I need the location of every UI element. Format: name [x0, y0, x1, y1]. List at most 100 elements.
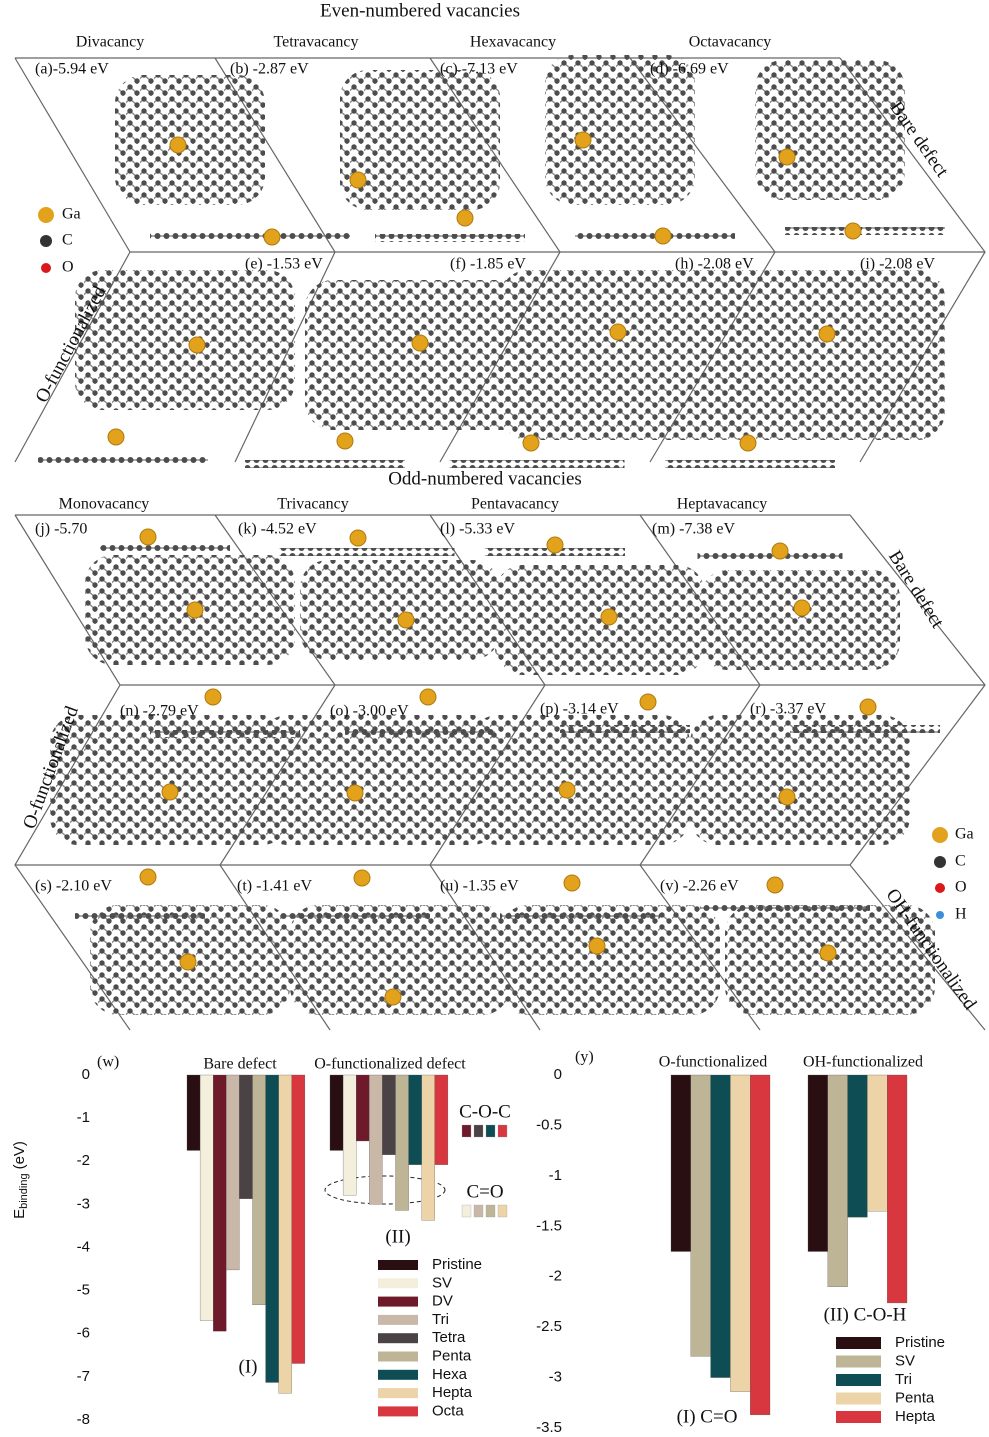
y-tick-label: -1 — [549, 1167, 562, 1184]
side-view — [245, 460, 405, 468]
top-view — [715, 270, 945, 440]
panel-label: (s) -2.10 eV — [35, 878, 112, 895]
bar — [710, 1074, 731, 1378]
y-tick-label: -1.5 — [536, 1217, 562, 1234]
panel-label: (l) -5.33 eV — [440, 521, 516, 538]
ga-atom — [186, 601, 204, 619]
side-view — [697, 551, 843, 559]
y-axis-label-unit: (eV) — [11, 1141, 28, 1169]
panel-label: (p) -3.14 eV — [540, 701, 619, 718]
column-header: Heptavacancy — [677, 496, 768, 513]
legend-swatch — [378, 1278, 418, 1289]
ga-atom — [778, 788, 796, 806]
group-label: (I) C=O — [677, 1406, 738, 1427]
bar — [356, 1074, 370, 1142]
legend-label: Hexa — [432, 1366, 468, 1383]
column-header: Trivacancy — [277, 496, 348, 513]
ga-atom — [397, 611, 415, 629]
bar — [421, 1074, 435, 1221]
side-view — [279, 548, 455, 556]
top-view — [305, 280, 535, 430]
bar — [252, 1074, 266, 1306]
y-tick-label: -2.5 — [536, 1318, 562, 1335]
bar — [382, 1074, 396, 1155]
ga-atom — [522, 434, 540, 452]
bar — [239, 1074, 253, 1199]
column-header: Pentavacancy — [471, 496, 559, 513]
legend-swatch — [836, 1374, 881, 1386]
key-swatch — [497, 1124, 508, 1138]
bar — [342, 1074, 357, 1196]
legend-label: SV — [432, 1274, 452, 1291]
legend-swatch — [378, 1314, 418, 1325]
legend-label: Octa — [432, 1402, 464, 1419]
ga-atom — [563, 874, 581, 892]
legend-swatch — [836, 1392, 881, 1405]
bar — [265, 1074, 279, 1383]
y-tick-label: 0 — [82, 1066, 90, 1083]
column-header: Divacancy — [76, 34, 144, 51]
bar — [199, 1074, 214, 1321]
y-tick-label: -4 — [77, 1238, 90, 1255]
bar — [369, 1074, 383, 1205]
y-tick-label: -8 — [77, 1411, 90, 1428]
ga-atom — [346, 784, 364, 802]
panel-label: (d) -6.69 eV — [650, 61, 729, 78]
y-tick-label: -3.5 — [536, 1419, 562, 1436]
ga-atom — [139, 528, 157, 546]
legend-label: SV — [895, 1352, 915, 1369]
ga-atom — [179, 953, 197, 971]
top-view — [495, 565, 705, 675]
key-swatch — [461, 1204, 472, 1218]
bar — [827, 1074, 848, 1287]
panel-label: (r) -3.37 eV — [750, 701, 826, 718]
top-view — [755, 60, 905, 200]
panel-label: (n) -2.79 eV — [120, 703, 199, 720]
side-view — [75, 913, 205, 921]
ga-atom — [263, 228, 281, 246]
top-view — [690, 715, 910, 845]
legend-swatch — [378, 1388, 418, 1399]
y-tick-label: -2 — [549, 1268, 562, 1285]
y-axis-label: Ebinding (eV) — [11, 1141, 30, 1219]
top-view — [115, 75, 265, 205]
top-view — [545, 55, 695, 205]
legend-label: Ga — [955, 826, 974, 843]
panel-label: (j) -5.70 — [35, 521, 87, 538]
side-view — [150, 730, 300, 738]
panel-label: (b) -2.87 eV — [230, 61, 309, 78]
bar — [186, 1074, 201, 1151]
panel-label: (o) -3.00 eV — [330, 703, 409, 720]
ga-atom — [419, 688, 437, 706]
highlight-ellipse — [324, 1175, 446, 1205]
ga-atom — [844, 222, 862, 240]
ga-atom — [161, 783, 179, 801]
legend-label: C — [62, 232, 73, 249]
ga-atom — [766, 876, 784, 894]
bar — [807, 1074, 828, 1252]
side-view — [449, 460, 625, 468]
y-tick-label: 0 — [554, 1066, 562, 1083]
legend-label: Hepta — [432, 1384, 473, 1401]
category-label: O-functionalized — [659, 1054, 767, 1071]
ga-atom — [188, 336, 206, 354]
bar — [395, 1074, 409, 1211]
legend-swatch — [378, 1260, 418, 1270]
ga-atom — [654, 227, 672, 245]
panel-label: (v) -2.26 eV — [660, 878, 739, 895]
column-header: Tetravacancy — [273, 34, 358, 51]
bar — [730, 1074, 751, 1392]
structures — [38, 55, 945, 1015]
top-view — [260, 715, 500, 845]
column-header: Octavacancy — [689, 34, 772, 51]
category-label: Bare defect — [203, 1056, 277, 1073]
y-tick-label: -7 — [77, 1368, 90, 1385]
category-label: O-functionalized defect — [314, 1056, 466, 1073]
ga-atom — [739, 434, 757, 452]
column-header: Monovacancy — [59, 496, 150, 513]
side-view — [100, 545, 230, 553]
bar — [278, 1074, 292, 1394]
panel-label: (a)-5.94 eV — [35, 61, 109, 78]
legend-label: H — [955, 906, 967, 923]
bar — [690, 1074, 711, 1357]
